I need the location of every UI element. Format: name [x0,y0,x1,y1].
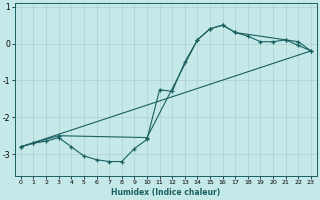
X-axis label: Humidex (Indice chaleur): Humidex (Indice chaleur) [111,188,220,197]
